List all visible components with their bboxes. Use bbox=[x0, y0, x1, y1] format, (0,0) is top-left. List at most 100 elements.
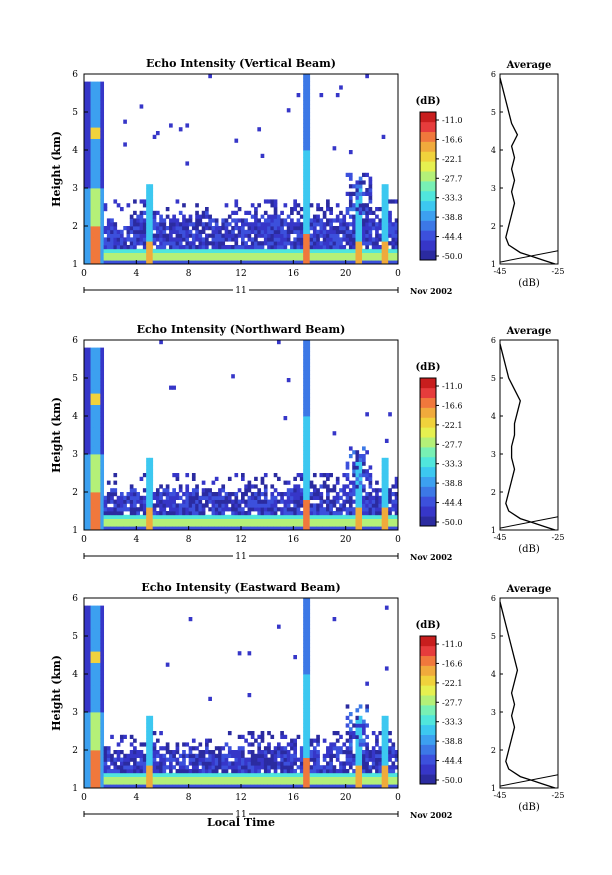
heatmap-cell bbox=[169, 514, 173, 519]
heatmap-cell bbox=[155, 753, 160, 758]
heatmap-cell bbox=[348, 488, 353, 493]
heatmap-cell bbox=[224, 218, 229, 223]
heatmap-cell bbox=[306, 119, 311, 124]
heatmap-cell bbox=[234, 518, 239, 523]
heatmap-cell bbox=[303, 499, 307, 504]
heatmap-cell bbox=[165, 526, 170, 531]
heatmap-cell bbox=[136, 511, 140, 516]
y-axis-label: Height (km) bbox=[50, 131, 63, 207]
heatmap-cell bbox=[178, 484, 183, 489]
heatmap-cell bbox=[371, 218, 376, 223]
heatmap-cell bbox=[201, 492, 206, 497]
heatmap-cell bbox=[309, 226, 314, 231]
heatmap-cell bbox=[90, 769, 95, 774]
heatmap-cell bbox=[329, 237, 333, 242]
heatmap-cell bbox=[146, 465, 150, 470]
heatmap-cell bbox=[384, 226, 389, 231]
heatmap-cell bbox=[280, 507, 284, 512]
heatmap-cell bbox=[87, 495, 91, 500]
heatmap-cell bbox=[352, 776, 356, 781]
heatmap-cell bbox=[375, 503, 379, 508]
heatmap-cell bbox=[303, 131, 307, 136]
heatmap-cell bbox=[263, 473, 268, 478]
heatmap-cell bbox=[195, 484, 199, 489]
heatmap-cell bbox=[178, 514, 183, 519]
heatmap-cell bbox=[146, 203, 150, 208]
heatmap-cell bbox=[378, 222, 383, 227]
heatmap-cell bbox=[237, 765, 242, 770]
heatmap-cell bbox=[309, 260, 314, 265]
heatmap-cell bbox=[195, 495, 199, 500]
heatmap-cell bbox=[394, 222, 399, 227]
heatmap-cell bbox=[296, 511, 301, 516]
heatmap-cell bbox=[146, 210, 150, 215]
heatmap-cell bbox=[90, 784, 95, 789]
heatmap-cell bbox=[290, 784, 294, 789]
heatmap-cell bbox=[322, 776, 327, 781]
heatmap-cell bbox=[394, 218, 399, 223]
heatmap-cell bbox=[100, 700, 105, 705]
heatmap-cell bbox=[87, 480, 91, 485]
heatmap-cell bbox=[84, 442, 88, 447]
heatmap-cell bbox=[221, 780, 226, 785]
x-tick-label: 0 bbox=[81, 269, 87, 279]
average-frame bbox=[499, 73, 559, 265]
heatmap-cell bbox=[326, 476, 330, 481]
heatmap-cell bbox=[136, 784, 140, 789]
heatmap-cell bbox=[227, 233, 232, 238]
heatmap-cell bbox=[133, 241, 137, 246]
heatmap-cell bbox=[293, 761, 297, 766]
heatmap-cell bbox=[208, 492, 212, 497]
heatmap-cell bbox=[384, 522, 389, 527]
heatmap-cell bbox=[90, 172, 95, 177]
heatmap-cell bbox=[198, 214, 203, 219]
heatmap-cell bbox=[90, 450, 95, 455]
heatmap-cell bbox=[90, 746, 95, 751]
heatmap-cell bbox=[139, 218, 144, 223]
heatmap-cell bbox=[384, 488, 389, 493]
heatmap-cell bbox=[306, 666, 311, 671]
heatmap-cell bbox=[352, 203, 356, 208]
heatmap-cell bbox=[293, 199, 297, 204]
y-tick-label: 6 bbox=[72, 70, 78, 80]
heatmap-cell bbox=[309, 203, 314, 208]
heatmap-cell bbox=[342, 518, 347, 523]
heatmap-cell bbox=[384, 526, 389, 531]
heatmap-cell bbox=[100, 742, 105, 747]
heatmap-cell bbox=[211, 226, 216, 231]
heatmap-cell bbox=[87, 632, 91, 637]
heatmap-cell bbox=[244, 511, 248, 516]
heatmap-cell bbox=[211, 480, 216, 485]
heatmap-cell bbox=[342, 772, 347, 777]
heatmap-cell bbox=[368, 507, 373, 512]
heatmap-cell bbox=[306, 492, 311, 497]
heatmap-cell bbox=[100, 696, 105, 701]
heatmap-cell bbox=[306, 480, 311, 485]
heatmap-cell bbox=[306, 473, 311, 478]
heatmap-cell bbox=[342, 222, 347, 227]
heatmap-cell bbox=[159, 769, 163, 774]
heatmap-cell bbox=[139, 772, 144, 777]
heatmap-cell bbox=[257, 784, 262, 789]
heatmap-cell bbox=[84, 685, 88, 690]
heatmap-cell bbox=[299, 750, 304, 755]
heatmap-cell bbox=[309, 526, 314, 531]
heatmap-cell bbox=[241, 784, 245, 789]
heatmap-cell bbox=[355, 214, 360, 219]
heatmap-cell bbox=[348, 526, 353, 531]
heatmap-cell bbox=[306, 651, 311, 656]
heatmap-cell bbox=[306, 457, 311, 462]
y-tick-label: 4 bbox=[72, 670, 78, 680]
heatmap-cell bbox=[195, 488, 199, 493]
heatmap-cell bbox=[87, 712, 91, 717]
heatmap-cell bbox=[306, 427, 311, 432]
heatmap-cell bbox=[103, 746, 108, 751]
heatmap-cell bbox=[358, 454, 363, 459]
heatmap-cell bbox=[97, 245, 101, 250]
heatmap-cell bbox=[231, 374, 235, 379]
heatmap-cell bbox=[355, 511, 360, 516]
heatmap-cell bbox=[381, 214, 386, 219]
heatmap-cell bbox=[358, 518, 363, 523]
heatmap-cell bbox=[335, 772, 340, 777]
heatmap-cell bbox=[211, 514, 216, 519]
